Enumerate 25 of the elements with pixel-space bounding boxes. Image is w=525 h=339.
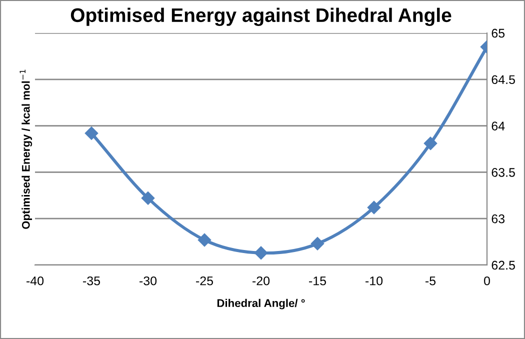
point xyxy=(424,136,438,150)
x-tick-label: 0 xyxy=(484,276,490,286)
point xyxy=(84,126,98,140)
x-tick-label: -40 xyxy=(26,276,44,286)
x-tick-label: -20 xyxy=(252,276,270,286)
x-tick-label: -10 xyxy=(366,276,383,286)
point xyxy=(310,237,324,250)
x-tick-label: -25 xyxy=(196,276,214,286)
y-tick-label: 65 xyxy=(492,28,505,38)
y-tick-label: 64 xyxy=(492,122,505,130)
y-tick-label: 62.5 xyxy=(492,260,515,270)
y-tick-label: 64.5 xyxy=(492,75,515,84)
y-tick-label: 63 xyxy=(492,214,505,224)
point xyxy=(254,246,268,260)
x-axis-title: Dihedral Angle/ ° xyxy=(217,298,305,310)
point xyxy=(141,192,155,205)
x-tick-label: -35 xyxy=(83,276,100,286)
x-tick-label: -30 xyxy=(140,276,157,286)
x-tick-label: -5 xyxy=(426,276,436,286)
chart-title: Optimised Energy against Dihedral Angle xyxy=(70,8,452,26)
x-tick-label: -15 xyxy=(309,276,326,286)
point xyxy=(198,233,212,247)
y-tick-label: 63.5 xyxy=(492,168,515,177)
y-axis-title: Optimised Energy / kcal mol$^{−1}$ xyxy=(20,70,32,229)
point xyxy=(367,200,381,214)
